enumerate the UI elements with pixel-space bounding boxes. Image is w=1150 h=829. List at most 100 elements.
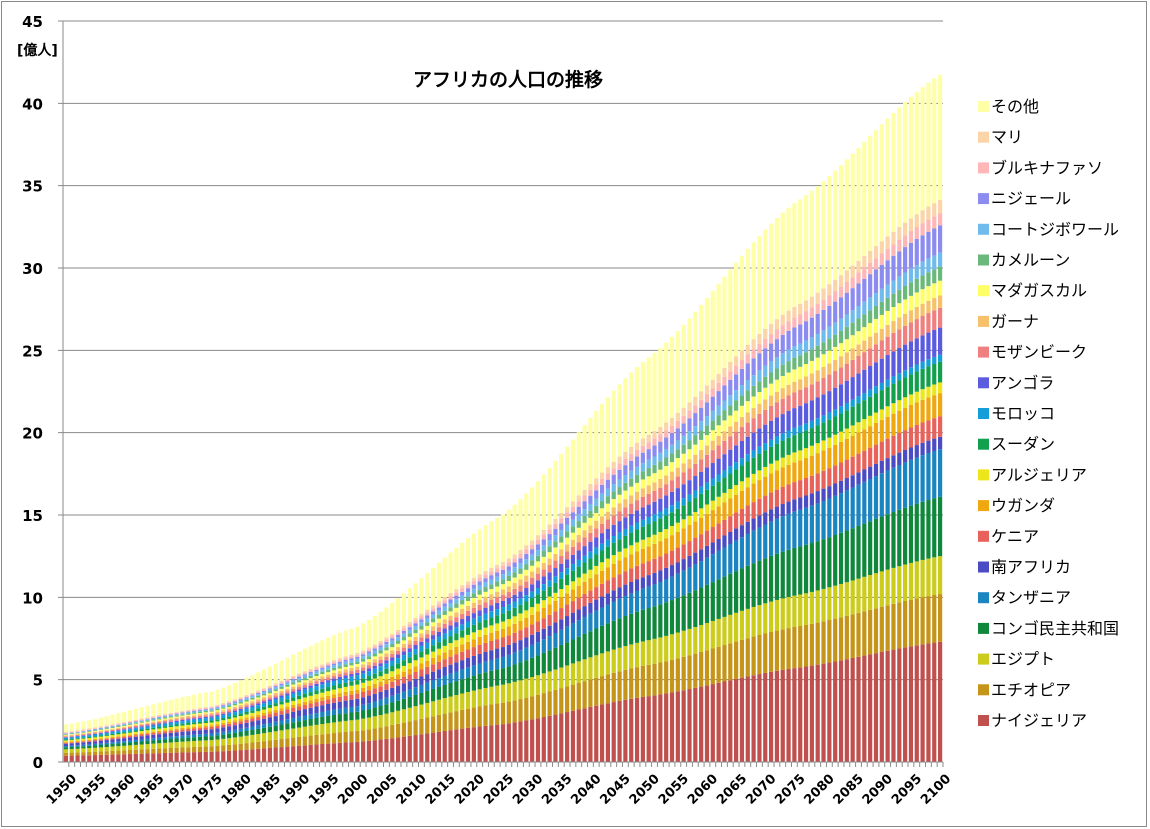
bar-segment [524,660,529,679]
bar-segment [337,668,342,672]
legend-item: エジプト [978,650,1055,669]
bar-segment [547,715,552,762]
bar-segment [104,737,109,739]
bar-segment [413,706,418,721]
bar-segment [629,447,634,455]
bar-segment [868,521,873,576]
bar-segment [448,656,453,665]
bar-stack-1975 [209,691,214,762]
bar-segment [728,362,733,372]
bar-segment [436,699,441,715]
bar-segment [98,754,103,762]
bar-segment [617,574,622,588]
bar-segment [535,539,541,545]
bar-segment [704,504,710,514]
bar-segment [763,348,768,366]
bar-segment [582,537,587,547]
bar-segment [372,673,377,679]
bar-segment [745,608,750,639]
bar-segment [634,482,640,492]
bar-segment [320,679,325,682]
bar-segment [390,635,395,639]
bar-segment [215,751,220,762]
bar-segment [588,590,593,603]
x-tick-label: 1990 [277,772,313,808]
bar-segment [745,422,750,437]
bar-stack-1950 [63,724,69,762]
bar-segment [69,732,74,734]
bar-segment [634,611,640,643]
legend-label: マダガスカル [991,281,1087,300]
bar-segment [413,654,418,661]
bar-segment [104,744,109,747]
bar-segment [122,722,127,723]
bar-segment [349,706,354,713]
bar-segment [110,728,115,730]
bar-segment [710,440,715,451]
bar-segment [833,434,838,445]
bar-segment [168,729,173,731]
bar-segment [693,497,698,513]
bar-segment [757,515,762,528]
bar-segment [495,703,500,725]
bar-segment [512,616,517,624]
bar-segment [803,593,809,625]
bar-segment [122,733,127,736]
y-axis-unit-label: [億人] [17,42,58,59]
bar-segment [407,624,412,628]
bar-segment [215,689,220,705]
bar-segment [460,542,465,586]
bar-segment [483,672,488,688]
bar-segment [844,459,849,479]
bar-segment [407,633,412,637]
bar-segment [640,641,645,666]
bar-segment [81,742,86,745]
bar-segment [366,647,372,650]
bar-segment [116,743,121,747]
bar-segment [250,695,255,697]
bar-segment [500,607,506,614]
bar-segment [937,74,943,200]
bar-segment [774,599,780,631]
bar-segment [250,726,255,730]
bar-segment [669,550,675,566]
bar-segment [127,721,133,723]
bar-segment [302,672,307,675]
bar-segment [681,435,686,445]
bar-segment [798,594,803,626]
bar-segment [605,651,610,675]
bar-stack-1965 [151,704,156,762]
bar-segment [588,631,593,658]
bar-segment [489,686,494,705]
bar-segment [512,577,517,584]
bar-segment [926,397,931,421]
bar-segment [652,663,657,696]
bar-segment [401,626,407,629]
bar-segment [465,584,471,589]
bar-segment [897,317,902,330]
bar-segment [407,696,412,708]
bar-segment [407,721,412,736]
bar-segment [803,387,809,404]
bar-segment [425,612,430,616]
bar-segment [314,734,319,745]
bar-segment [873,476,879,519]
bar-segment [815,370,820,382]
bar-segment [384,713,389,727]
bar-segment [384,650,389,654]
bar-stack-2000 [355,626,360,762]
bar-segment [926,286,931,301]
legend-swatch [978,131,989,143]
bar-segment [302,678,307,681]
bar-segment [518,680,523,700]
bar-segment [629,372,634,448]
bar-segment [658,347,663,427]
bar-segment [891,383,896,404]
bar-segment [232,703,238,706]
bar-segment [868,297,873,311]
bar-stack-2094 [903,101,908,762]
bar-segment [734,678,739,762]
bar-segment [693,396,698,406]
bar-segment [320,665,325,668]
bar-stack-2030 [530,487,535,762]
